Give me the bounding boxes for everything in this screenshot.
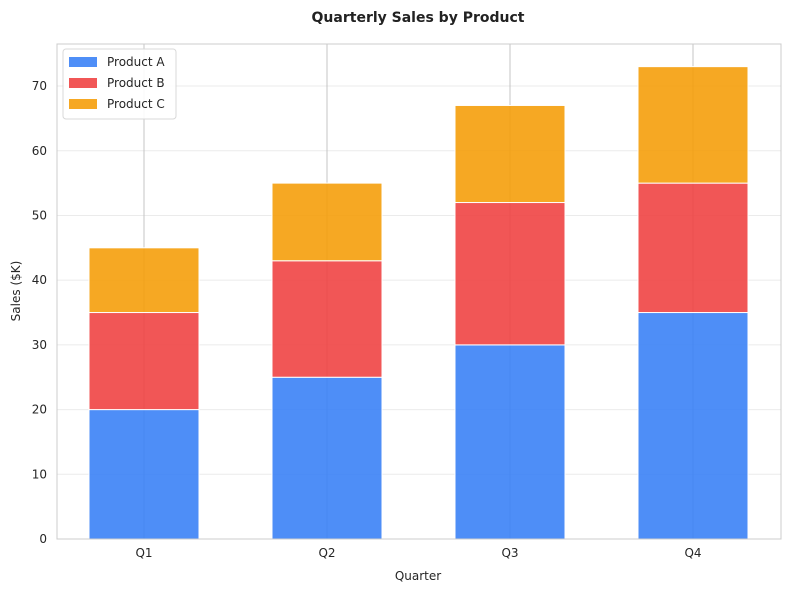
legend-label: Product C — [107, 97, 165, 111]
plot-frame — [56, 43, 782, 540]
y-tick-label: 0 — [39, 532, 47, 546]
bars — [88, 66, 749, 540]
y-axis-label: Sales ($K) — [9, 261, 23, 322]
bar-q1-series-2 — [88, 312, 200, 411]
bar-q2-series-2 — [271, 260, 383, 378]
x-axis-ticks: Q1 Q2 Q3 Q4 — [135, 546, 701, 560]
y-tick-label: 70 — [32, 79, 47, 93]
y-tick-label: 10 — [32, 467, 47, 481]
bar-q3-series-2 — [454, 202, 566, 346]
legend: Product A Product B Product C — [62, 48, 177, 120]
bar-q4-series-2 — [637, 182, 749, 314]
bar-q2-series-3 — [271, 182, 383, 262]
x-tick-label: Q2 — [318, 546, 335, 560]
legend-swatch — [69, 99, 97, 109]
x-tick-label: Q4 — [684, 546, 701, 560]
y-tick-label: 20 — [32, 403, 47, 417]
bar-q1-series-1 — [88, 409, 200, 540]
y-axis-ticks: 0 10 20 30 40 50 60 70 — [32, 79, 47, 546]
chart-title: Quarterly Sales by Product — [312, 10, 525, 26]
legend-label: Product A — [107, 55, 165, 69]
x-tick-label: Q1 — [135, 546, 152, 560]
y-tick-label: 60 — [32, 144, 47, 158]
x-tick-label: Q3 — [501, 546, 518, 560]
y-tick-label: 30 — [32, 338, 47, 352]
legend-swatch — [69, 57, 97, 67]
legend-label: Product B — [107, 76, 165, 90]
x-axis-label: Quarter — [395, 569, 441, 583]
bar-q1-series-3 — [88, 247, 200, 314]
legend-swatch — [69, 78, 97, 88]
y-tick-label: 40 — [32, 273, 47, 287]
bar-q4-series-1 — [637, 312, 749, 540]
bar-q3-series-1 — [454, 344, 566, 540]
y-tick-label: 50 — [32, 208, 47, 222]
guide-lines — [143, 44, 694, 539]
bar-q2-series-1 — [271, 376, 383, 540]
bar-q4-series-3 — [637, 66, 749, 184]
bar-q3-series-3 — [454, 104, 566, 204]
